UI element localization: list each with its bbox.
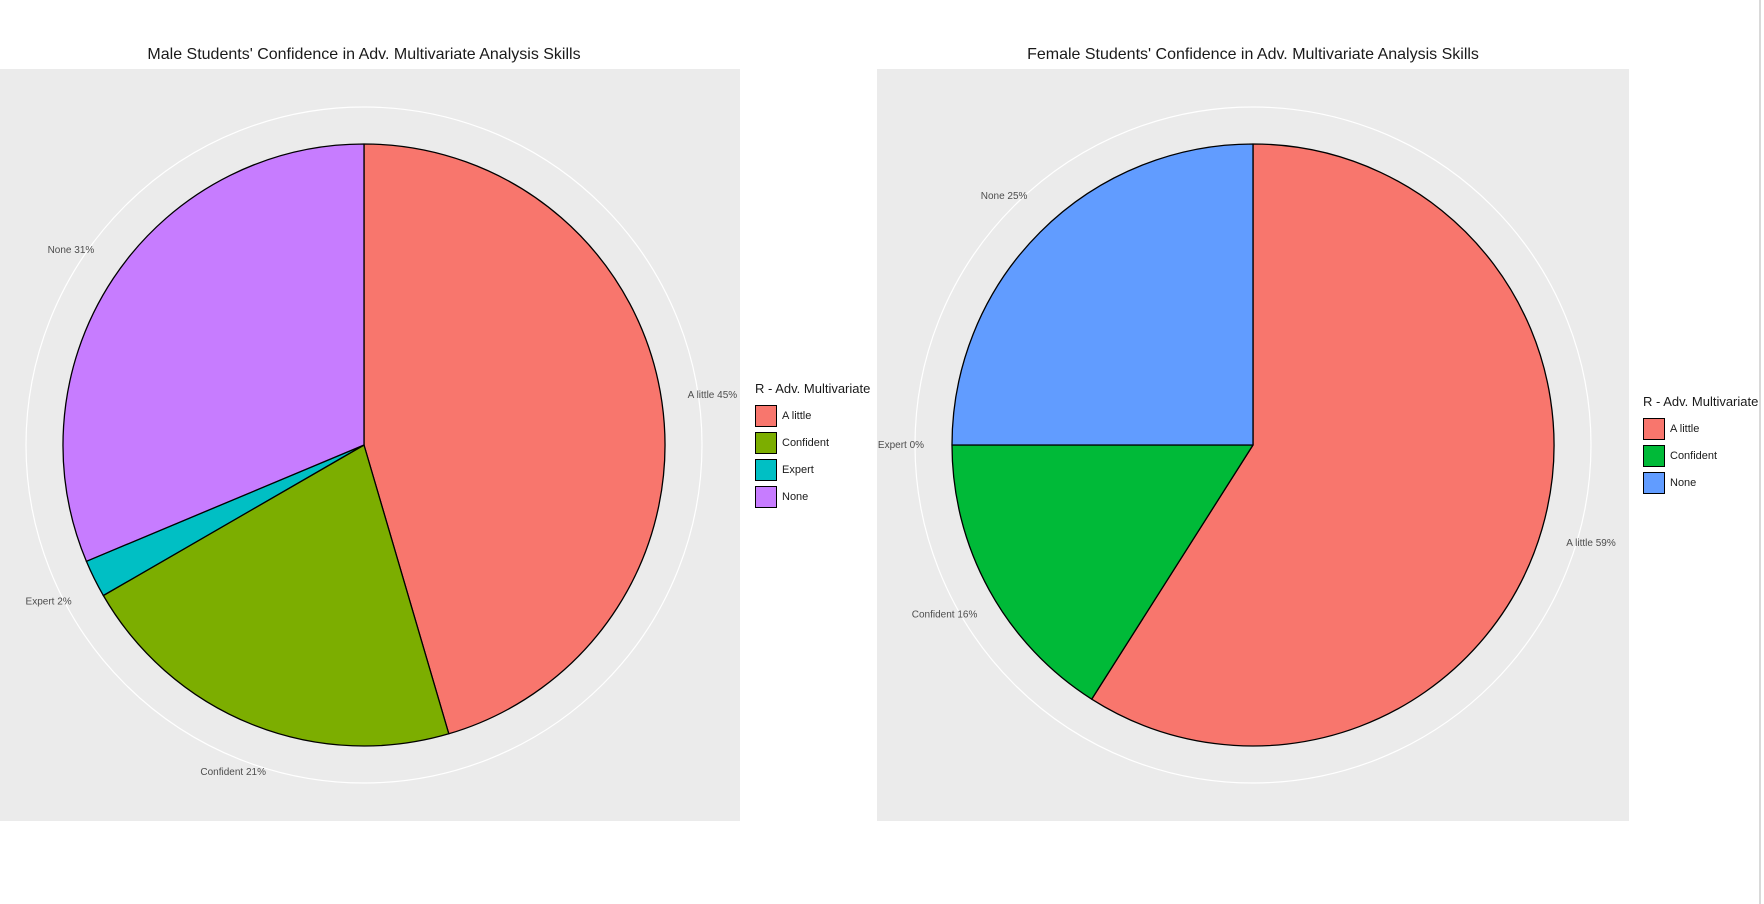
legend-title: R - Adv. Multivariate bbox=[755, 381, 871, 396]
legend-key bbox=[1643, 444, 1665, 467]
legend-key bbox=[1643, 417, 1665, 440]
slice-label: A little 59% bbox=[1566, 538, 1616, 549]
chart-title-female: Female Students' Confidence in Adv. Mult… bbox=[1027, 46, 1479, 63]
legend-item: None bbox=[755, 483, 870, 510]
grid-tick bbox=[71, 596, 103, 615]
legend-label: Confident bbox=[1670, 449, 1718, 462]
legend-key bbox=[755, 485, 777, 508]
slice-label: None 25% bbox=[981, 191, 1028, 202]
pie-chart-female: A little 59% Confident 16% Expert 0% None 2… bbox=[878, 106, 1616, 784]
legend-label: None bbox=[782, 490, 809, 503]
legend-key bbox=[1643, 471, 1665, 494]
grid-ring bbox=[914, 106, 1592, 784]
legend-male: R - Adv. Multivariate A little Confident E… bbox=[755, 381, 870, 510]
legend-item: None bbox=[1643, 469, 1758, 496]
pie-chart-male: A little 45% Confident 21% Expert 2% None 3… bbox=[25, 106, 738, 784]
chart-title-male: Male Students' Confidence in Adv. Multiv… bbox=[147, 46, 581, 63]
legend-label: A little bbox=[1670, 422, 1700, 435]
slice-label: Confident 21% bbox=[200, 767, 266, 778]
legend-key bbox=[755, 404, 777, 427]
pie-slice-a-little bbox=[363, 143, 666, 735]
legend-label: Confident bbox=[782, 436, 830, 449]
legend-label: Expert bbox=[782, 463, 814, 476]
legend-key bbox=[755, 458, 777, 481]
slice-label: Expert 0% bbox=[878, 440, 924, 451]
slice-label: A little 45% bbox=[688, 390, 738, 401]
legend-key bbox=[755, 431, 777, 454]
pie-slice-none bbox=[951, 143, 1254, 446]
pie-slice-confident bbox=[102, 444, 450, 747]
grid-tick bbox=[449, 734, 459, 770]
legend-item: A little bbox=[755, 402, 870, 429]
window-edge bbox=[1759, 0, 1761, 904]
grid-ring bbox=[25, 106, 703, 784]
legend-item: Confident bbox=[755, 429, 870, 456]
slice-label: Expert 2% bbox=[26, 596, 72, 607]
legend-item: Expert bbox=[755, 456, 870, 483]
slice-label: None 31% bbox=[48, 245, 95, 256]
legend-item: A little bbox=[1643, 415, 1758, 442]
pie-slice-a-little bbox=[1091, 143, 1555, 747]
legend-label: None bbox=[1670, 476, 1697, 489]
pie-slice-none bbox=[62, 143, 365, 562]
legend-title: R - Adv. Multivariate bbox=[1643, 394, 1759, 409]
legend-label: A little bbox=[782, 409, 812, 422]
legend-female: R - Adv. Multivariate A little Confident N… bbox=[1643, 394, 1758, 496]
grid-tick bbox=[52, 561, 86, 575]
slice-label: Confident 16% bbox=[912, 610, 978, 621]
grid-tick bbox=[1072, 699, 1092, 730]
pie-slice-confident bbox=[951, 444, 1254, 700]
legend-item: Confident bbox=[1643, 442, 1758, 469]
